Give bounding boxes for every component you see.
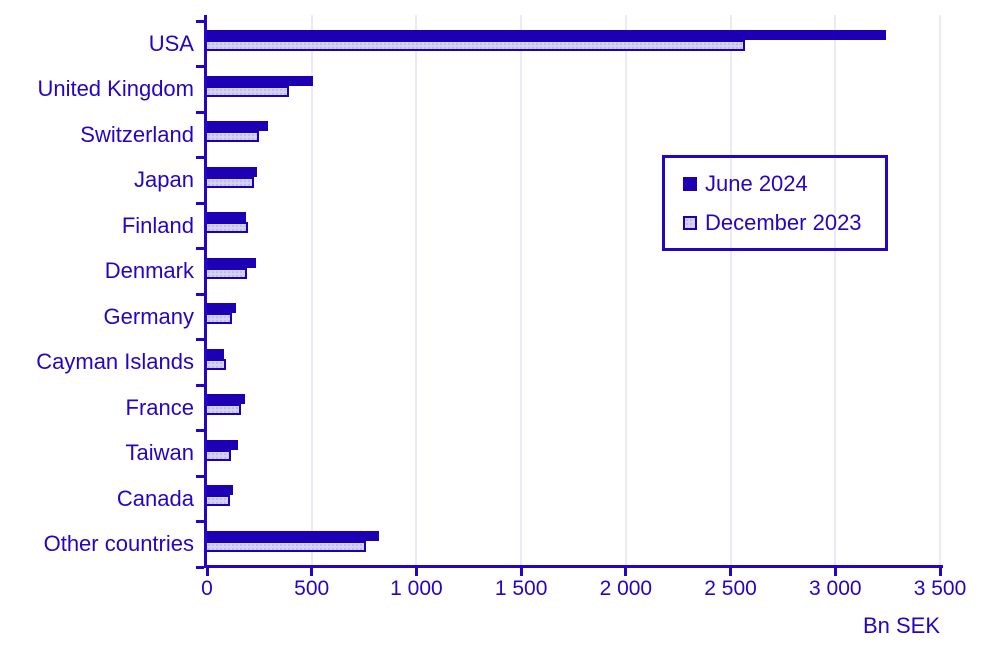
bar-december-2023 bbox=[207, 358, 226, 370]
bar-row bbox=[207, 249, 940, 295]
x-axis-unit-label: Bn SEK bbox=[862, 613, 940, 638]
bar-june-2024 bbox=[207, 348, 224, 359]
category-label: Cayman Islands bbox=[36, 349, 194, 375]
x-tick-label: 1 000 bbox=[390, 577, 443, 600]
legend: June 2024 December 2023 bbox=[662, 155, 888, 251]
grid-line bbox=[624, 15, 627, 565]
y-tick bbox=[196, 338, 204, 341]
bar-row bbox=[207, 340, 940, 386]
category-label: Denmark bbox=[104, 258, 194, 284]
grid-line bbox=[415, 15, 418, 565]
category-label: Other countries bbox=[43, 531, 194, 557]
bar-june-2024 bbox=[207, 75, 313, 86]
x-tick bbox=[205, 568, 209, 576]
category-label: France bbox=[125, 394, 194, 420]
bar-december-2023 bbox=[207, 313, 233, 324]
bar-december-2023 bbox=[207, 449, 232, 461]
bar-june-2024 bbox=[207, 166, 258, 177]
bar-row bbox=[207, 476, 940, 522]
y-tick bbox=[196, 247, 204, 250]
bar-row bbox=[207, 294, 940, 340]
x-tick bbox=[624, 568, 628, 576]
x-tick-label: 3 500 bbox=[913, 577, 967, 600]
x-tick-label: 1 500 bbox=[494, 577, 548, 600]
bar-june-2024 bbox=[207, 30, 886, 40]
x-tick-label: 500 bbox=[294, 577, 330, 600]
category-label: USA bbox=[148, 30, 194, 56]
y-tick bbox=[196, 201, 204, 205]
y-tick bbox=[196, 110, 204, 114]
bar-row bbox=[207, 385, 940, 431]
bar-june-2024 bbox=[207, 485, 234, 495]
bar-december-2023 bbox=[207, 176, 255, 188]
y-tick bbox=[196, 474, 204, 478]
y-axis-line bbox=[204, 15, 207, 568]
bar-december-2023 bbox=[207, 85, 289, 97]
bar-row bbox=[207, 431, 940, 477]
x-tick bbox=[833, 568, 837, 576]
category-label: Switzerland bbox=[80, 121, 194, 147]
x-tick bbox=[310, 568, 314, 576]
bar-december-2023 bbox=[207, 267, 247, 279]
x-tick-label: 2 000 bbox=[599, 577, 653, 600]
legend-label: June 2024 bbox=[705, 170, 808, 196]
y-tick bbox=[196, 520, 204, 523]
y-tick bbox=[196, 383, 204, 387]
bar-june-2024 bbox=[207, 303, 237, 313]
bar-december-2023 bbox=[207, 40, 746, 51]
y-tick bbox=[196, 565, 204, 569]
category-label: Germany bbox=[103, 303, 194, 329]
grid-line bbox=[834, 15, 837, 565]
legend-marker-december-2023 bbox=[683, 215, 697, 230]
bar-row bbox=[207, 522, 940, 568]
bar-june-2024 bbox=[207, 530, 379, 541]
y-tick bbox=[196, 292, 204, 296]
legend-label: December 2023 bbox=[705, 209, 862, 235]
bar-row bbox=[207, 112, 940, 158]
bar-december-2023 bbox=[207, 540, 367, 552]
y-tick bbox=[196, 19, 204, 23]
x-tick bbox=[519, 568, 523, 576]
x-tick-label: 0 bbox=[201, 577, 213, 600]
legend-item: December 2023 bbox=[683, 210, 885, 236]
bar-june-2024 bbox=[207, 121, 268, 131]
bar-june-2024 bbox=[207, 439, 239, 450]
bar-december-2023 bbox=[207, 404, 241, 415]
bar-december-2023 bbox=[207, 131, 260, 142]
bar-june-2024 bbox=[207, 257, 257, 268]
bar-row bbox=[207, 203, 940, 249]
x-axis-line bbox=[204, 565, 943, 568]
x-tick bbox=[938, 568, 942, 576]
bar-row bbox=[207, 21, 940, 67]
category-label: Japan bbox=[134, 167, 194, 193]
grid-line bbox=[520, 15, 523, 565]
y-tick bbox=[196, 429, 204, 432]
grid-line bbox=[310, 15, 313, 565]
x-tick bbox=[414, 568, 418, 576]
legend-marker-june-2024 bbox=[683, 176, 697, 191]
x-tick bbox=[729, 568, 733, 576]
bar-row bbox=[207, 67, 940, 113]
legend-item: June 2024 bbox=[683, 171, 885, 197]
bar-june-2024 bbox=[207, 212, 246, 222]
y-tick bbox=[196, 65, 204, 68]
plot-area bbox=[207, 15, 941, 568]
grid-line bbox=[729, 15, 732, 565]
x-tick-label: 3 000 bbox=[809, 577, 862, 600]
grid-line bbox=[939, 15, 941, 565]
bar-december-2023 bbox=[207, 495, 231, 506]
category-label: United Kingdom bbox=[37, 76, 194, 102]
category-label: Canada bbox=[116, 485, 194, 511]
bar-june-2024 bbox=[207, 394, 245, 404]
category-label: Taiwan bbox=[125, 440, 194, 466]
category-label: Finland bbox=[121, 212, 194, 238]
y-tick bbox=[196, 156, 204, 159]
x-tick-label: 2 500 bbox=[704, 577, 757, 600]
bar-december-2023 bbox=[207, 222, 248, 233]
bar-row bbox=[207, 158, 940, 204]
